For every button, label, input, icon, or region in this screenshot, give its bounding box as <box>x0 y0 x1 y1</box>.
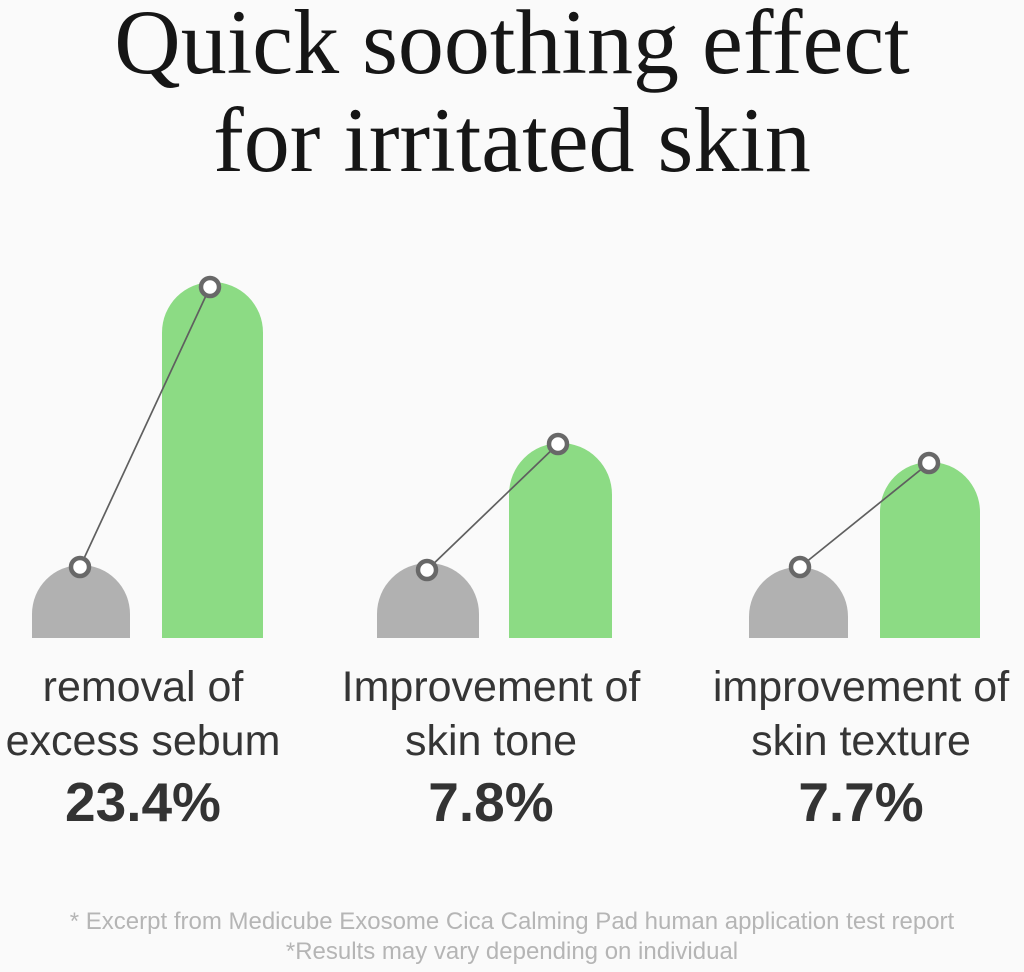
after-bar <box>162 282 263 638</box>
category-label-line: improvement of <box>712 663 1010 711</box>
after-bar <box>880 462 980 638</box>
connector-line <box>79 286 211 568</box>
percent-value: 23.4% <box>65 771 221 833</box>
disclaimer-line-1: * Excerpt from Medicube Exosome Cica Cal… <box>69 908 955 935</box>
before-bar <box>749 567 848 638</box>
category-label-line: excess sebum <box>5 717 281 765</box>
chart-group-label-skin-tone: Improvement of skin tone 7.8% <box>342 660 641 830</box>
category-label-line: skin tone <box>404 717 578 765</box>
disclaimer: * Excerpt from Medicube Exosome Cica Cal… <box>0 907 1024 967</box>
chart-group-label-sebum: removal of excess sebum 23.4% <box>6 660 281 830</box>
page-title: Quick soothing effect for irritated skin <box>0 0 1024 189</box>
marker-circle <box>68 555 92 579</box>
percent-value: 7.7% <box>798 771 924 833</box>
marker-circle <box>788 555 812 579</box>
percent-value: 7.8% <box>428 771 554 833</box>
title-line-1: Quick soothing effect <box>114 0 910 93</box>
disclaimer-line-2: *Results may vary depending on individua… <box>285 938 739 965</box>
connector-line <box>426 443 559 571</box>
marker-circle <box>415 558 439 582</box>
title-line-2: for irritated skin <box>213 89 811 191</box>
before-bar <box>377 563 479 638</box>
chart-group-label-skin-texture: improvement of skin texture 7.7% <box>713 660 1009 830</box>
category-label-line: skin texture <box>751 717 971 765</box>
before-bar <box>32 565 130 638</box>
marker-circle <box>917 451 941 475</box>
category-label-line: Improvement of <box>341 663 641 711</box>
after-bar <box>509 443 612 638</box>
marker-circle <box>198 275 222 299</box>
marker-circle <box>546 432 570 456</box>
category-label-line: removal of <box>42 663 244 711</box>
connector-line <box>799 462 930 568</box>
